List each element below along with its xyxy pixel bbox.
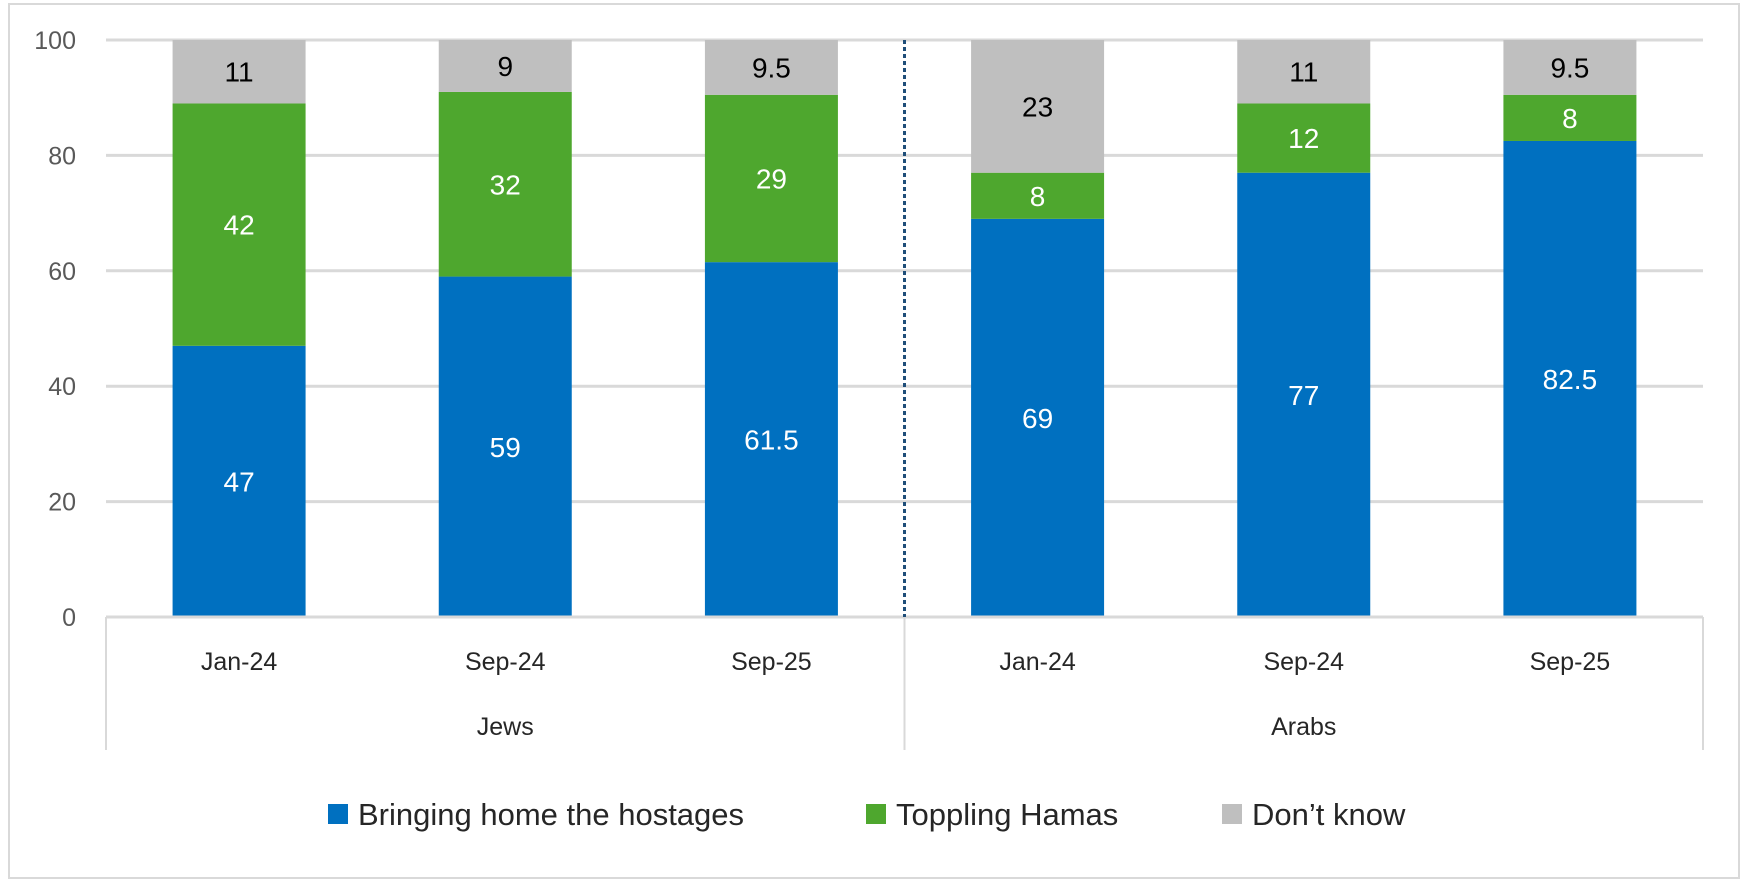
x-tick-label: Sep-24 (465, 648, 546, 676)
bar-segment (704, 262, 838, 617)
x-tick-label: Sep-24 (1263, 648, 1344, 676)
bar-segment (438, 91, 572, 277)
bar-segment (704, 40, 838, 95)
legend-label: Toppling Hamas (896, 797, 1118, 832)
x-tick-label: Jan-24 (999, 648, 1076, 676)
data-label: 82.5 (1543, 364, 1598, 395)
x-tick-label: Sep-25 (731, 648, 812, 676)
x-tick-label: Sep-25 (1530, 648, 1611, 676)
data-label: 11 (1289, 57, 1318, 88)
bar-segment (438, 40, 572, 92)
bar-segment (172, 103, 306, 346)
y-tick-label: 0 (62, 604, 76, 632)
bar-segment (1503, 140, 1637, 617)
data-label: 9.5 (1550, 52, 1589, 83)
bar-segment (1237, 103, 1371, 173)
bar-segment (971, 172, 1105, 219)
data-label: 29 (756, 163, 787, 194)
data-label: 42 (224, 210, 255, 241)
bar-segment (704, 94, 838, 263)
legend-swatch (866, 804, 886, 824)
legend-label: Bringing home the hostages (358, 797, 744, 832)
data-label: 59 (490, 432, 521, 463)
legend-label: Don’t know (1252, 797, 1406, 832)
group-label: Arabs (1271, 713, 1336, 741)
y-tick-label: 40 (48, 373, 76, 401)
legend-swatch (328, 804, 348, 824)
data-label: 47 (224, 466, 255, 497)
x-tick-label: Jan-24 (201, 648, 278, 676)
y-tick-label: 100 (34, 27, 76, 55)
y-tick-label: 80 (48, 142, 76, 170)
data-label: 8 (1030, 181, 1046, 212)
bar-segment (971, 218, 1105, 617)
legend-swatch (1222, 804, 1242, 824)
bar-segment (1503, 40, 1637, 95)
bar-segment (971, 40, 1105, 173)
data-label: 61.5 (744, 425, 799, 456)
data-label: 9.5 (752, 52, 791, 83)
bar-segment (438, 276, 572, 617)
data-label: 8 (1562, 103, 1578, 134)
bar-segment (1237, 172, 1371, 617)
data-label: 77 (1288, 380, 1319, 411)
data-label: 23 (1022, 91, 1053, 122)
data-label: 12 (1288, 123, 1319, 154)
data-label: 11 (225, 57, 254, 88)
group-label: Jews (477, 713, 534, 741)
data-label: 69 (1022, 403, 1053, 434)
bar-segment (172, 345, 306, 617)
bar-segment (1503, 94, 1637, 141)
bar-segment (172, 40, 306, 104)
y-tick-label: 60 (48, 258, 76, 286)
bar-segment (1237, 40, 1371, 104)
y-tick-label: 20 (48, 489, 76, 517)
data-label: 9 (497, 51, 513, 82)
data-label: 32 (490, 169, 521, 200)
